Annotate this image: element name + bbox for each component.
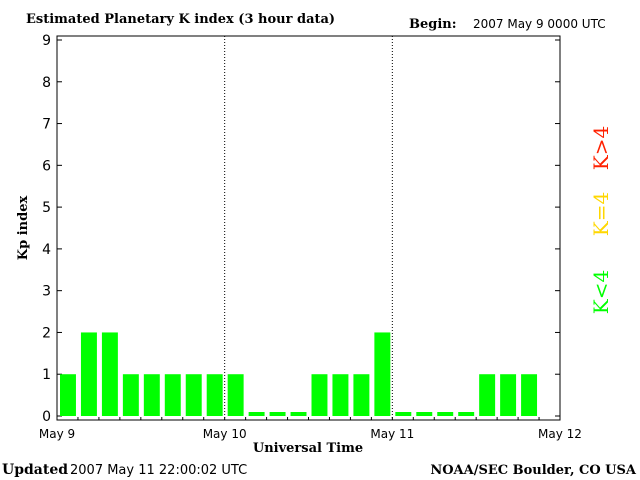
- begin-label: Begin:: [409, 17, 457, 32]
- y-tick-label-6: 6: [42, 158, 51, 174]
- y-tick-label-3: 3: [42, 284, 51, 300]
- bar-13: [332, 374, 349, 416]
- legend-item-1: K=4: [589, 192, 613, 236]
- y-tick-label-5: 5: [42, 200, 51, 216]
- bar-16: [395, 412, 412, 416]
- bar-1: [80, 332, 97, 416]
- bar-20: [479, 374, 496, 416]
- y-tick-label-9: 9: [42, 33, 51, 49]
- bar-10: [269, 412, 286, 416]
- footer-source: NOAA/SEC Boulder, CO USA: [430, 463, 637, 478]
- x-axis-label: Universal Time: [253, 441, 363, 456]
- bar-6: [185, 374, 202, 416]
- bar-0: [60, 374, 76, 416]
- legend: K<4 K=4 K>4: [589, 126, 613, 314]
- x-tick-label-0: May 9: [39, 427, 75, 441]
- bar-9: [248, 412, 265, 416]
- bar-3: [122, 374, 139, 416]
- bar-21: [500, 374, 517, 416]
- y-tick-label-1: 1: [42, 367, 51, 383]
- bar-7: [206, 374, 223, 416]
- x-tick-label-3: May 12: [538, 427, 582, 441]
- legend-item-2: K>4: [589, 126, 613, 170]
- begin-value: 2007 May 9 0000 UTC: [473, 17, 606, 31]
- legend-item-0: K<4: [589, 270, 613, 314]
- bar-11: [290, 412, 307, 416]
- y-tick-label-4: 4: [42, 242, 51, 258]
- y-tick-label-0: 0: [42, 409, 51, 425]
- plot-area: 0 1 2 3 4 5 6 7 8 9 May 9 May 10 May 11 May 12: [39, 33, 582, 441]
- plot-frame: [56, 35, 561, 421]
- bar-15: [374, 332, 391, 416]
- bar-2: [101, 332, 118, 416]
- bar-22: [521, 374, 538, 416]
- bar-14: [353, 374, 370, 416]
- bar-12: [311, 374, 328, 416]
- bar-17: [416, 412, 433, 416]
- y-tick-label-2: 2: [42, 325, 51, 341]
- y-axis-label: Kp index: [16, 196, 31, 261]
- bar-18: [437, 412, 454, 416]
- footer-updated-label: Updated: [2, 462, 68, 478]
- y-tick-label-7: 7: [42, 117, 51, 133]
- bar-8: [227, 374, 244, 416]
- x-tick-label-2: May 11: [370, 427, 414, 441]
- bar-19: [458, 412, 475, 416]
- chart-title: Estimated Planetary K index (3 hour data…: [26, 12, 335, 27]
- bar-5: [164, 374, 181, 416]
- y-tick-label-8: 8: [42, 75, 51, 91]
- bar-4: [143, 374, 160, 416]
- footer-updated-value: 2007 May 11 22:00:02 UTC: [70, 463, 247, 478]
- x-tick-label-1: May 10: [203, 427, 247, 441]
